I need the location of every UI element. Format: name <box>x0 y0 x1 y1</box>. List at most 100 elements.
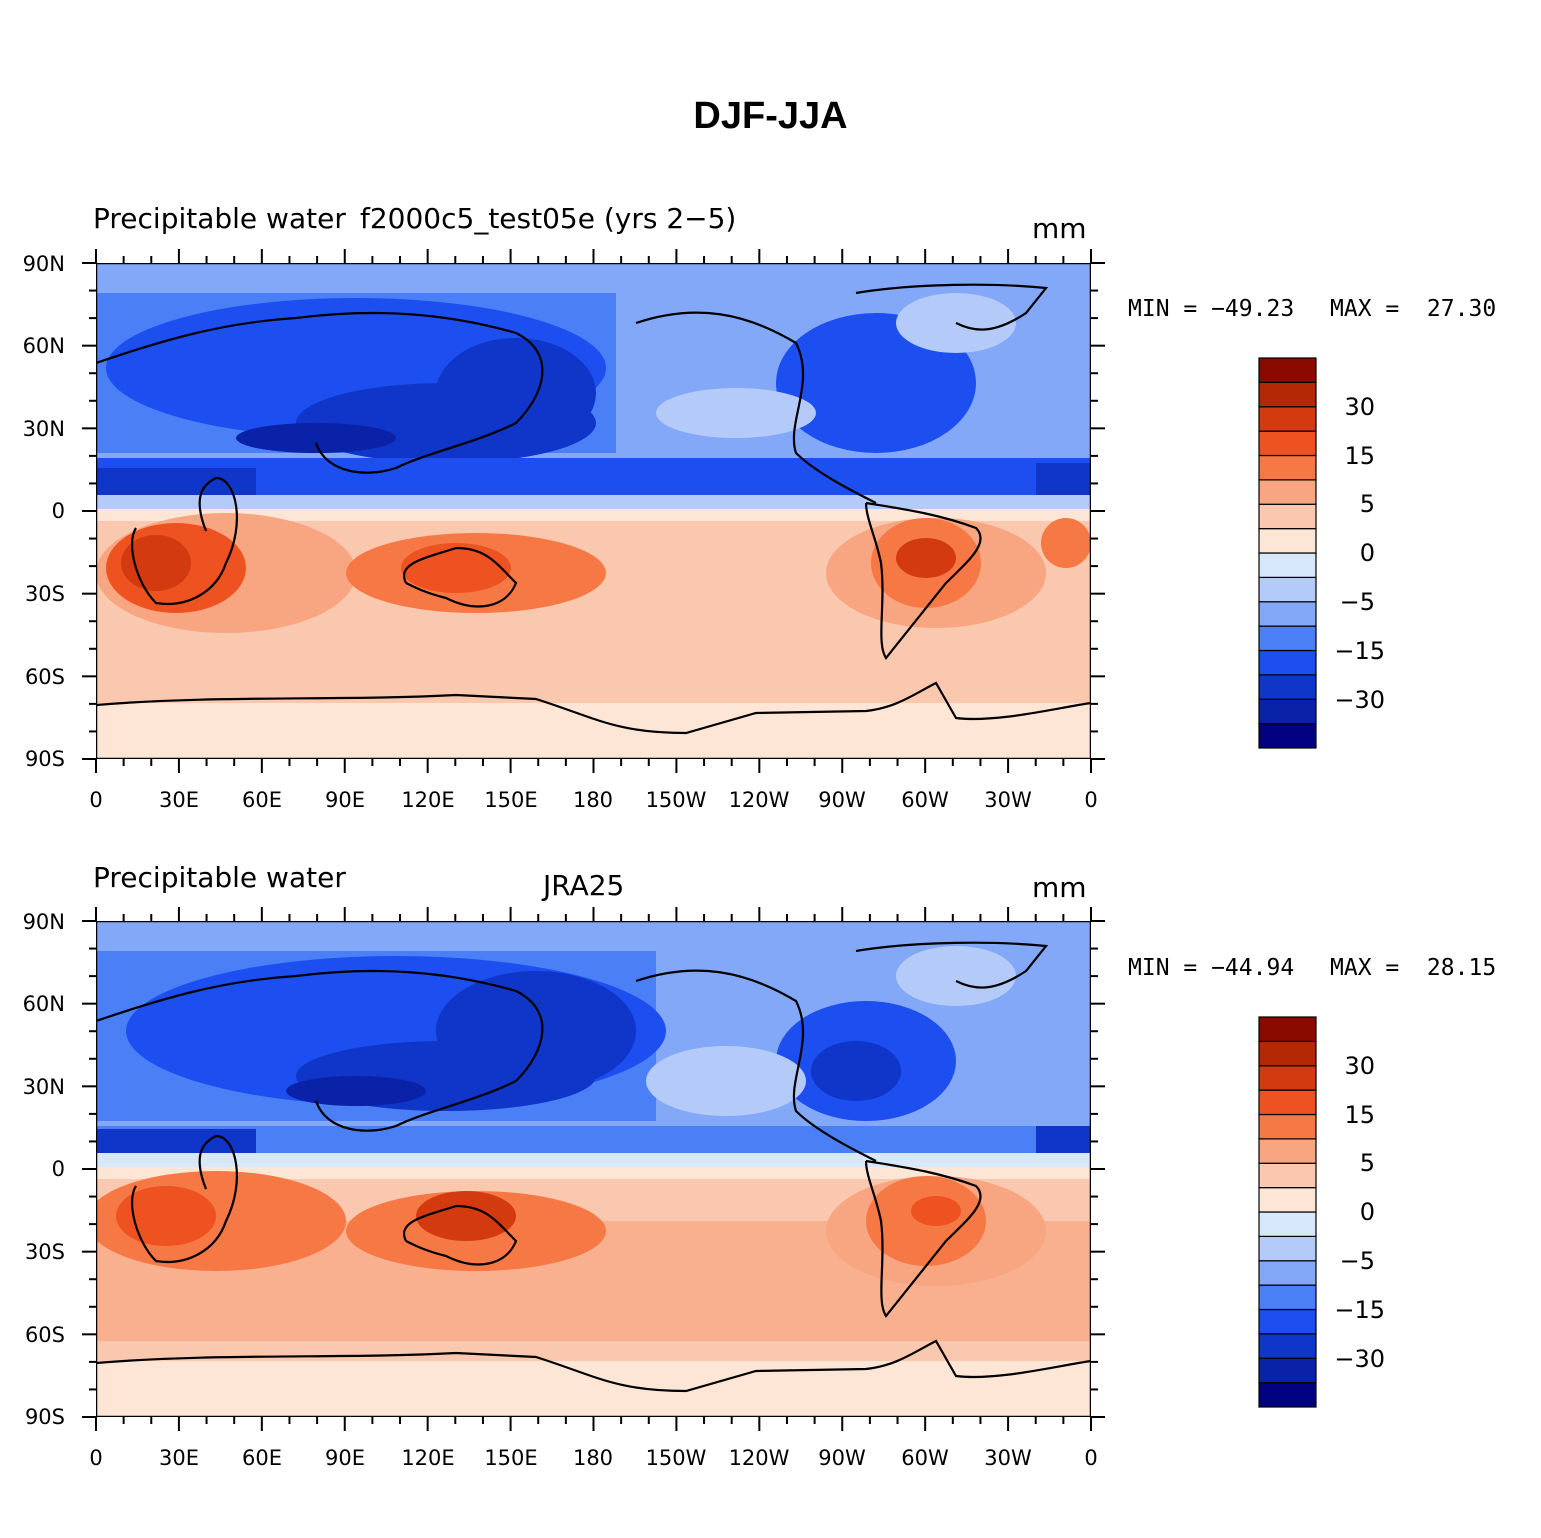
panel-1-colorbar-swatch <box>1258 576 1317 603</box>
panel-2-colorbar-swatch <box>1258 1040 1317 1067</box>
panel-2-cbar-label-m5: −5 <box>1339 1247 1375 1275</box>
panel-1-itcz-band <box>96 458 1091 498</box>
panel-1-cbar-label-m15: −15 <box>1334 637 1385 665</box>
panel-1-colorbar-swatch <box>1258 406 1317 432</box>
panel-2-min-label: MIN = −44.94 <box>1128 955 1295 981</box>
panel-2-lon-60w: 60W <box>901 1446 949 1470</box>
panel-1-lon-180: 180 <box>572 788 614 812</box>
panel-1-colorbar-swatch <box>1258 698 1317 725</box>
panel-2-lon-180: 180 <box>572 1446 614 1470</box>
panel-1-lat-60s: 60S <box>24 665 65 689</box>
panel-1-left-title: Precipitable water <box>93 202 346 235</box>
panel-2-colorbar-swatch <box>1258 1382 1317 1408</box>
panel-1-near-equator <box>96 509 1091 521</box>
panel-2-colorbar-swatch <box>1258 1284 1317 1311</box>
panel-1-lon-30w: 30W <box>984 788 1032 812</box>
panel-1-pacific-light <box>656 388 816 438</box>
panel-1-lat-90n: 90N <box>22 252 65 276</box>
panel-2-left-title: Precipitable water <box>93 861 346 894</box>
panel-2-near-equator <box>96 1167 1091 1179</box>
panel-2-greenland <box>896 946 1016 1006</box>
panel-1-colorbar-swatch <box>1258 649 1317 676</box>
figure-title: DJF-JJA <box>693 95 848 137</box>
panel-1-lat-0: 0 <box>51 499 65 523</box>
panel-2-east-asia <box>436 971 636 1091</box>
panel-1-colorbar-swatch <box>1258 625 1317 652</box>
panel-2-colorbar-swatch <box>1258 1065 1317 1091</box>
panel-1-lon-150w: 150W <box>645 788 707 812</box>
panel-1-lon-120w: 120W <box>728 788 790 812</box>
panel-2-lon-30w: 30W <box>984 1446 1032 1470</box>
panel-1-cbar-label-m5: −5 <box>1339 588 1375 616</box>
panel-2-colorbar-swatch <box>1258 1308 1317 1335</box>
panel-1-lon-30e: 30E <box>159 788 199 812</box>
panel-2-australia-core <box>416 1191 516 1241</box>
panel-2-colorbar-swatch <box>1258 1162 1317 1189</box>
panel-2-lon-150e: 150E <box>484 1446 538 1470</box>
panel-2-asia-minimum <box>286 1076 426 1106</box>
panel-2-lat-60s: 60S <box>24 1323 65 1347</box>
panel-1-units: mm <box>1032 212 1087 245</box>
panel-1-cbar-label-30: 30 <box>1344 393 1375 421</box>
panel-2-lon-120e: 120E <box>401 1446 455 1470</box>
panel-1-antarctica-zone <box>96 703 1091 759</box>
panel-2-colorbar-swatch <box>1258 1089 1317 1116</box>
panel-1-lat-60n: 60N <box>22 334 65 358</box>
panel-2-pacific-light <box>646 1046 806 1116</box>
panel-2-lon-60e: 60E <box>242 1446 282 1470</box>
panel-2-lon-90w: 90W <box>818 1446 866 1470</box>
panel-1-colorbar-swatch <box>1258 381 1317 408</box>
panel-2-coastlines <box>96 941 1091 1393</box>
panel-1-lon-90e: 90E <box>325 788 365 812</box>
panel-2-cbar-label-m30: −30 <box>1334 1345 1385 1373</box>
panel-2-lat-30s: 30S <box>24 1240 65 1264</box>
panel-2-lat-30n: 30N <box>22 1075 65 1099</box>
panel-1-cbar-label-m30: −30 <box>1334 686 1385 714</box>
panel-1-cbar-label-15: 15 <box>1344 442 1375 470</box>
panel-2-colorbar-swatch <box>1258 1016 1317 1042</box>
panel-1-lon-150e: 150E <box>484 788 538 812</box>
panel-2-colorbar-swatch <box>1258 1187 1317 1213</box>
panel-2-colorbar-swatch <box>1258 1333 1317 1359</box>
panel-2-lat-0: 0 <box>51 1157 65 1181</box>
panel-1-lat-30s: 30S <box>24 582 65 606</box>
panel-2-s-africa-core <box>116 1186 216 1246</box>
panel-2-cbar-label-0: 0 <box>1359 1198 1375 1226</box>
panel-1-africa-itcz <box>96 468 256 498</box>
panel-1-colorbar-swatch <box>1258 357 1317 383</box>
panel-1-max-label: MAX = 27.30 <box>1330 296 1497 322</box>
panel-2-colorbar-swatch <box>1258 1138 1317 1164</box>
panel-1-lon-60w: 60W <box>901 788 949 812</box>
panel-1-atlantic-itcz <box>1036 463 1091 498</box>
panel-1-cbar-label-0: 0 <box>1359 539 1375 567</box>
panel-2-colorbar-swatch <box>1258 1235 1317 1262</box>
panel-1-australia-core <box>401 543 511 593</box>
panel-1-equator-light <box>96 495 1091 509</box>
panel-2-lon-120w: 120W <box>728 1446 790 1470</box>
panel-2-cbar-label-15: 15 <box>1344 1101 1375 1129</box>
panel-2-colorbar-swatch <box>1258 1211 1317 1237</box>
panel-2-max-label: MAX = 28.15 <box>1330 955 1497 981</box>
panel-1-east-asia <box>436 338 596 448</box>
panel-2-lat-60n: 60N <box>22 992 65 1016</box>
panel-1-coastlines <box>96 283 1091 735</box>
panel-2-center-title: JRA25 <box>543 869 625 902</box>
panel-1-cbar-label-5: 5 <box>1359 490 1375 518</box>
panel-1-asia-minimum <box>236 423 396 453</box>
panel-1-colorbar-swatch <box>1258 479 1317 505</box>
panel-1-lat-90s: 90S <box>24 747 65 771</box>
panel-2-lon-90e: 90E <box>325 1446 365 1470</box>
panel-1-lon-60e: 60E <box>242 788 282 812</box>
panel-2-s-america-max <box>911 1196 961 1226</box>
panel-2-lat-90s: 90S <box>24 1405 65 1429</box>
panel-2-itcz-band <box>96 1126 1091 1154</box>
panel-1-lat-30n: 30N <box>22 417 65 441</box>
panel-2-lon-30e: 30E <box>159 1446 199 1470</box>
panel-2-equator-light <box>96 1153 1091 1167</box>
panel-2-cbar-label-m15: −15 <box>1334 1296 1385 1324</box>
panel-2-cbar-label-30: 30 <box>1344 1052 1375 1080</box>
